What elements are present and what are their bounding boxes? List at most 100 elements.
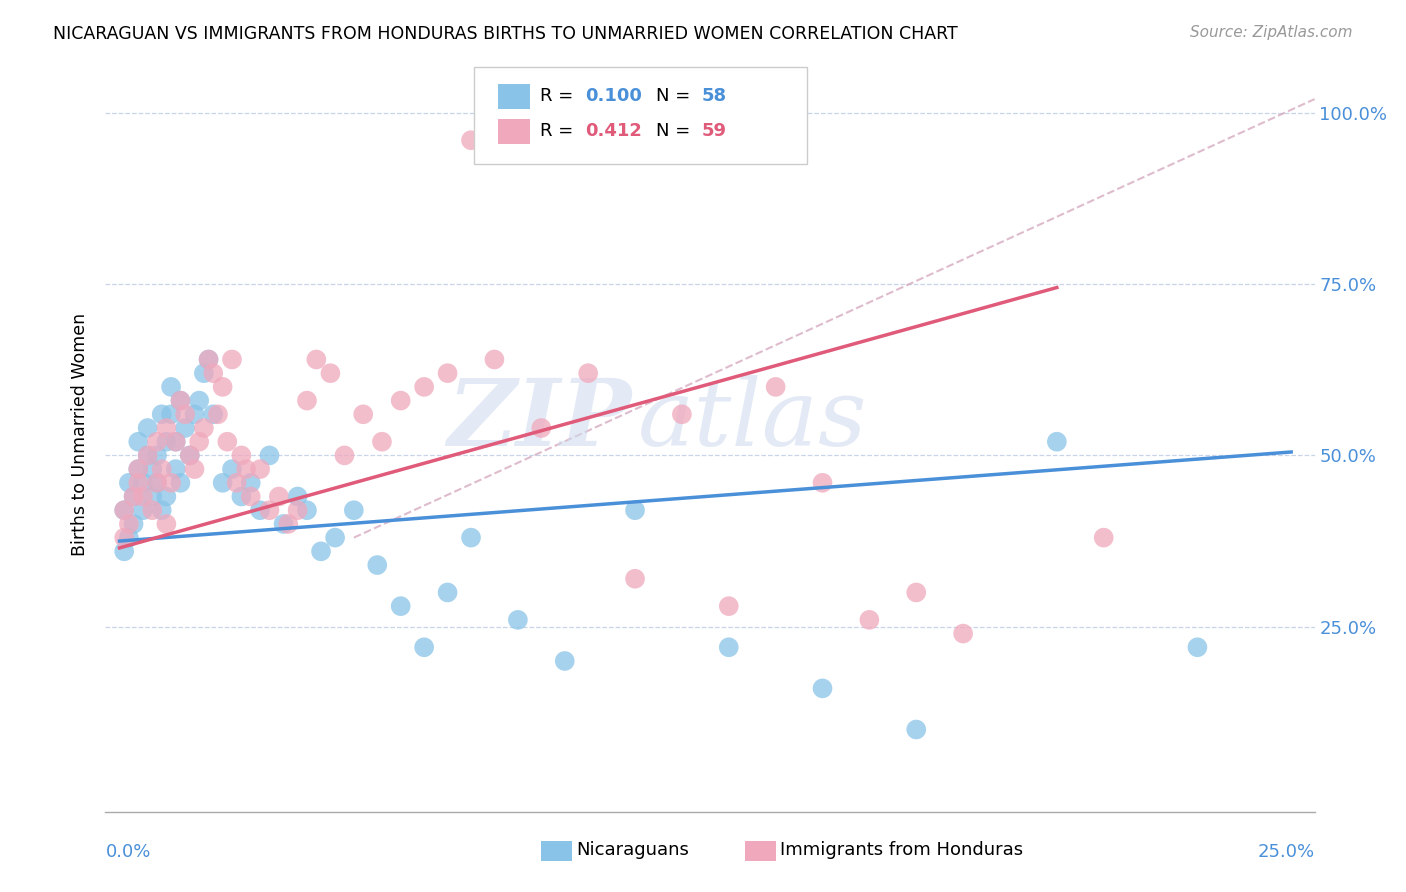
Point	[1046, 434, 1069, 449]
Point	[576, 366, 599, 380]
Point	[413, 640, 436, 655]
Point	[267, 490, 290, 504]
Point	[211, 380, 233, 394]
Point	[905, 585, 928, 599]
Point	[273, 516, 295, 531]
FancyBboxPatch shape	[474, 67, 807, 163]
Point	[952, 626, 974, 640]
Text: atlas: atlas	[637, 375, 868, 465]
Point	[1187, 640, 1209, 655]
Text: 58: 58	[702, 87, 727, 105]
Text: 0.412: 0.412	[585, 122, 643, 140]
Point	[197, 352, 219, 367]
Text: Nicaraguans: Nicaraguans	[576, 841, 689, 859]
Point	[231, 449, 253, 463]
Point	[155, 434, 177, 449]
Point	[1092, 531, 1115, 545]
Point	[460, 531, 482, 545]
Point	[207, 407, 229, 421]
Point	[333, 449, 356, 463]
Point	[305, 352, 328, 367]
Point	[183, 462, 205, 476]
Point	[155, 421, 177, 435]
Point	[436, 366, 458, 380]
Point	[202, 366, 225, 380]
Point	[160, 380, 183, 394]
Point	[183, 407, 205, 421]
Point	[295, 393, 318, 408]
Point	[132, 475, 155, 490]
Point	[717, 599, 740, 614]
Point	[169, 393, 191, 408]
Point	[231, 490, 253, 504]
Point	[122, 490, 145, 504]
Point	[165, 434, 187, 449]
Point	[343, 503, 366, 517]
Point	[127, 434, 149, 449]
Point	[287, 503, 309, 517]
Point	[460, 133, 482, 147]
Point	[188, 434, 211, 449]
Text: Immigrants from Honduras: Immigrants from Honduras	[780, 841, 1024, 859]
Point	[193, 421, 215, 435]
Point	[141, 462, 163, 476]
Point	[309, 544, 332, 558]
Point	[554, 654, 576, 668]
Point	[413, 380, 436, 394]
Point	[160, 407, 183, 421]
Point	[146, 434, 169, 449]
Text: R =: R =	[540, 87, 578, 105]
Point	[811, 681, 834, 696]
Point	[179, 449, 201, 463]
Point	[122, 490, 145, 504]
Text: 25.0%: 25.0%	[1257, 843, 1315, 861]
Text: R =: R =	[540, 122, 578, 140]
Point	[146, 475, 169, 490]
Text: N =: N =	[655, 122, 696, 140]
Point	[132, 490, 155, 504]
Point	[136, 449, 159, 463]
Point	[174, 407, 197, 421]
Text: N =: N =	[655, 87, 696, 105]
Point	[287, 490, 309, 504]
Point	[366, 558, 388, 572]
Point	[165, 434, 187, 449]
Point	[118, 516, 141, 531]
Text: Source: ZipAtlas.com: Source: ZipAtlas.com	[1189, 25, 1353, 40]
Point	[239, 475, 262, 490]
Point	[624, 572, 647, 586]
Point	[239, 490, 262, 504]
Point	[202, 407, 225, 421]
Point	[295, 503, 318, 517]
Point	[221, 462, 243, 476]
Point	[193, 366, 215, 380]
Point	[259, 503, 281, 517]
Point	[150, 503, 173, 517]
Point	[150, 462, 173, 476]
Point	[141, 503, 163, 517]
Point	[319, 366, 342, 380]
Point	[188, 393, 211, 408]
Point	[169, 393, 191, 408]
Point	[217, 434, 239, 449]
Point	[127, 462, 149, 476]
Point	[259, 449, 281, 463]
Point	[118, 531, 141, 545]
Point	[174, 421, 197, 435]
FancyBboxPatch shape	[499, 85, 530, 109]
Point	[277, 516, 299, 531]
Point	[249, 462, 271, 476]
Text: 59: 59	[702, 122, 727, 140]
Point	[155, 490, 177, 504]
Point	[118, 475, 141, 490]
Point	[150, 407, 173, 421]
Point	[112, 531, 135, 545]
Text: ZIP: ZIP	[447, 375, 631, 465]
Point	[905, 723, 928, 737]
Point	[197, 352, 219, 367]
Point	[225, 475, 247, 490]
Y-axis label: Births to Unmarried Women: Births to Unmarried Women	[72, 313, 90, 557]
Point	[323, 531, 346, 545]
Point	[506, 613, 529, 627]
Point	[112, 503, 135, 517]
